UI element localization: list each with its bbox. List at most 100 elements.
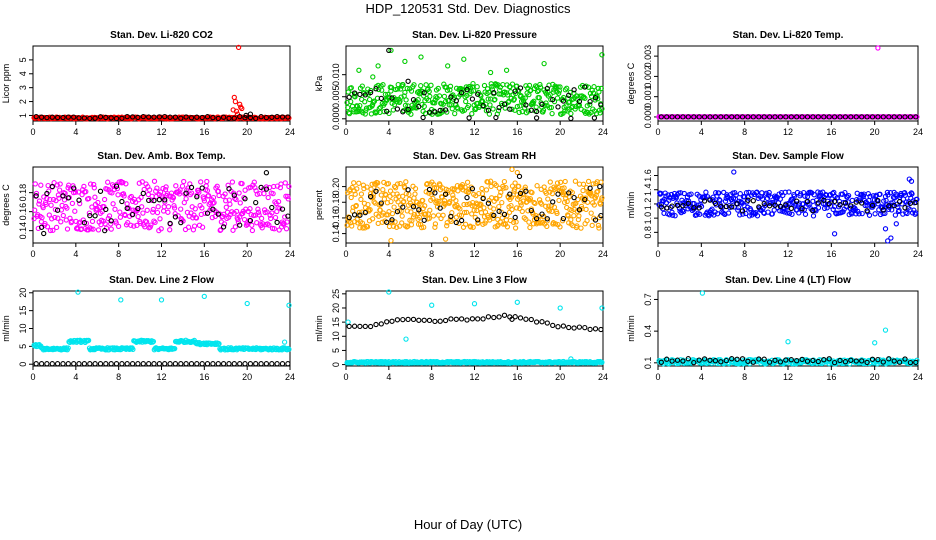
data-point	[549, 190, 556, 197]
data-point	[395, 199, 401, 205]
data-point	[232, 195, 238, 202]
data-point	[745, 358, 751, 364]
data-point	[394, 208, 401, 215]
data-point	[729, 204, 735, 210]
data-point	[528, 316, 534, 323]
data-point	[364, 184, 370, 190]
panel-title: Stan. Dev. Line 2 Flow	[109, 275, 214, 286]
data-point	[432, 109, 438, 115]
x-tick-label: 24	[285, 249, 295, 259]
data-point	[199, 114, 205, 121]
data-point	[907, 359, 914, 366]
x-tick-label: 12	[156, 127, 166, 137]
data-point	[151, 114, 157, 120]
data-point	[135, 205, 141, 212]
data-point	[597, 183, 603, 190]
data-point	[914, 196, 920, 203]
data-point	[44, 190, 50, 197]
x-axis-caption: Hour of Day (UTC)	[413, 517, 523, 532]
data-point	[737, 212, 743, 218]
data-point	[263, 186, 270, 192]
data-point	[481, 205, 487, 211]
data-point	[231, 115, 237, 121]
x-tick-label: 20	[555, 372, 565, 382]
data-point	[444, 87, 451, 93]
data-point	[794, 114, 800, 120]
data-point	[470, 224, 476, 230]
data-point	[380, 82, 386, 88]
data-point	[734, 201, 740, 207]
data-point	[537, 81, 543, 88]
data-point	[491, 212, 497, 219]
data-point	[483, 187, 490, 193]
data-point	[60, 193, 66, 199]
data-point	[255, 209, 262, 215]
data-point	[564, 85, 570, 91]
data-point	[204, 361, 211, 367]
data-point	[237, 222, 243, 228]
data-point	[554, 95, 561, 101]
data-point	[582, 84, 588, 90]
data-point	[247, 114, 254, 121]
data-point	[541, 60, 547, 67]
data-point	[346, 323, 352, 330]
data-point	[458, 90, 465, 96]
data-point	[418, 83, 424, 89]
data-point	[788, 114, 794, 120]
data-point	[714, 211, 721, 217]
data-point	[469, 211, 475, 217]
data-point	[384, 219, 390, 225]
x-tick-label: 4	[699, 127, 704, 137]
data-point	[469, 316, 476, 322]
data-point	[461, 201, 467, 208]
data-point	[192, 206, 198, 212]
x-tick-label: 16	[199, 249, 209, 259]
data-point	[119, 115, 125, 121]
data-point	[674, 202, 681, 208]
data-point	[346, 110, 353, 117]
data-point	[421, 90, 427, 96]
data-point	[568, 110, 574, 117]
data-point	[886, 356, 892, 362]
x-tick-label: 20	[870, 249, 880, 259]
data-point	[718, 359, 724, 365]
data-point	[522, 95, 528, 101]
data-point	[576, 213, 582, 219]
data-point	[431, 185, 438, 191]
data-point	[397, 180, 403, 187]
data-point	[389, 217, 395, 223]
data-point	[566, 324, 572, 331]
data-point	[544, 223, 550, 230]
data-point	[598, 85, 604, 92]
data-point	[853, 114, 859, 120]
data-point	[829, 190, 836, 197]
data-point	[869, 202, 876, 209]
data-point	[378, 95, 384, 102]
y-tick-label: 5	[18, 57, 28, 62]
data-point	[574, 223, 580, 229]
data-point	[44, 195, 50, 202]
data-point	[115, 223, 122, 230]
data-point	[193, 215, 200, 221]
data-point	[468, 88, 474, 95]
data-point	[552, 221, 559, 227]
data-point	[188, 184, 195, 191]
data-point	[151, 197, 157, 204]
data-point	[410, 97, 417, 103]
data-point	[279, 114, 286, 120]
data-point	[157, 216, 163, 222]
data-point	[740, 211, 746, 217]
data-point	[38, 114, 45, 120]
data-point	[90, 226, 96, 232]
data-point	[681, 190, 687, 197]
data-point	[407, 217, 413, 223]
data-point	[442, 317, 449, 324]
y-tick-label: 0.18	[331, 193, 341, 211]
data-point	[167, 227, 173, 233]
data-point	[75, 189, 82, 195]
data-point	[398, 94, 404, 100]
data-point	[124, 113, 130, 120]
data-point	[400, 316, 406, 323]
data-point	[441, 93, 448, 100]
series-1	[344, 166, 605, 244]
